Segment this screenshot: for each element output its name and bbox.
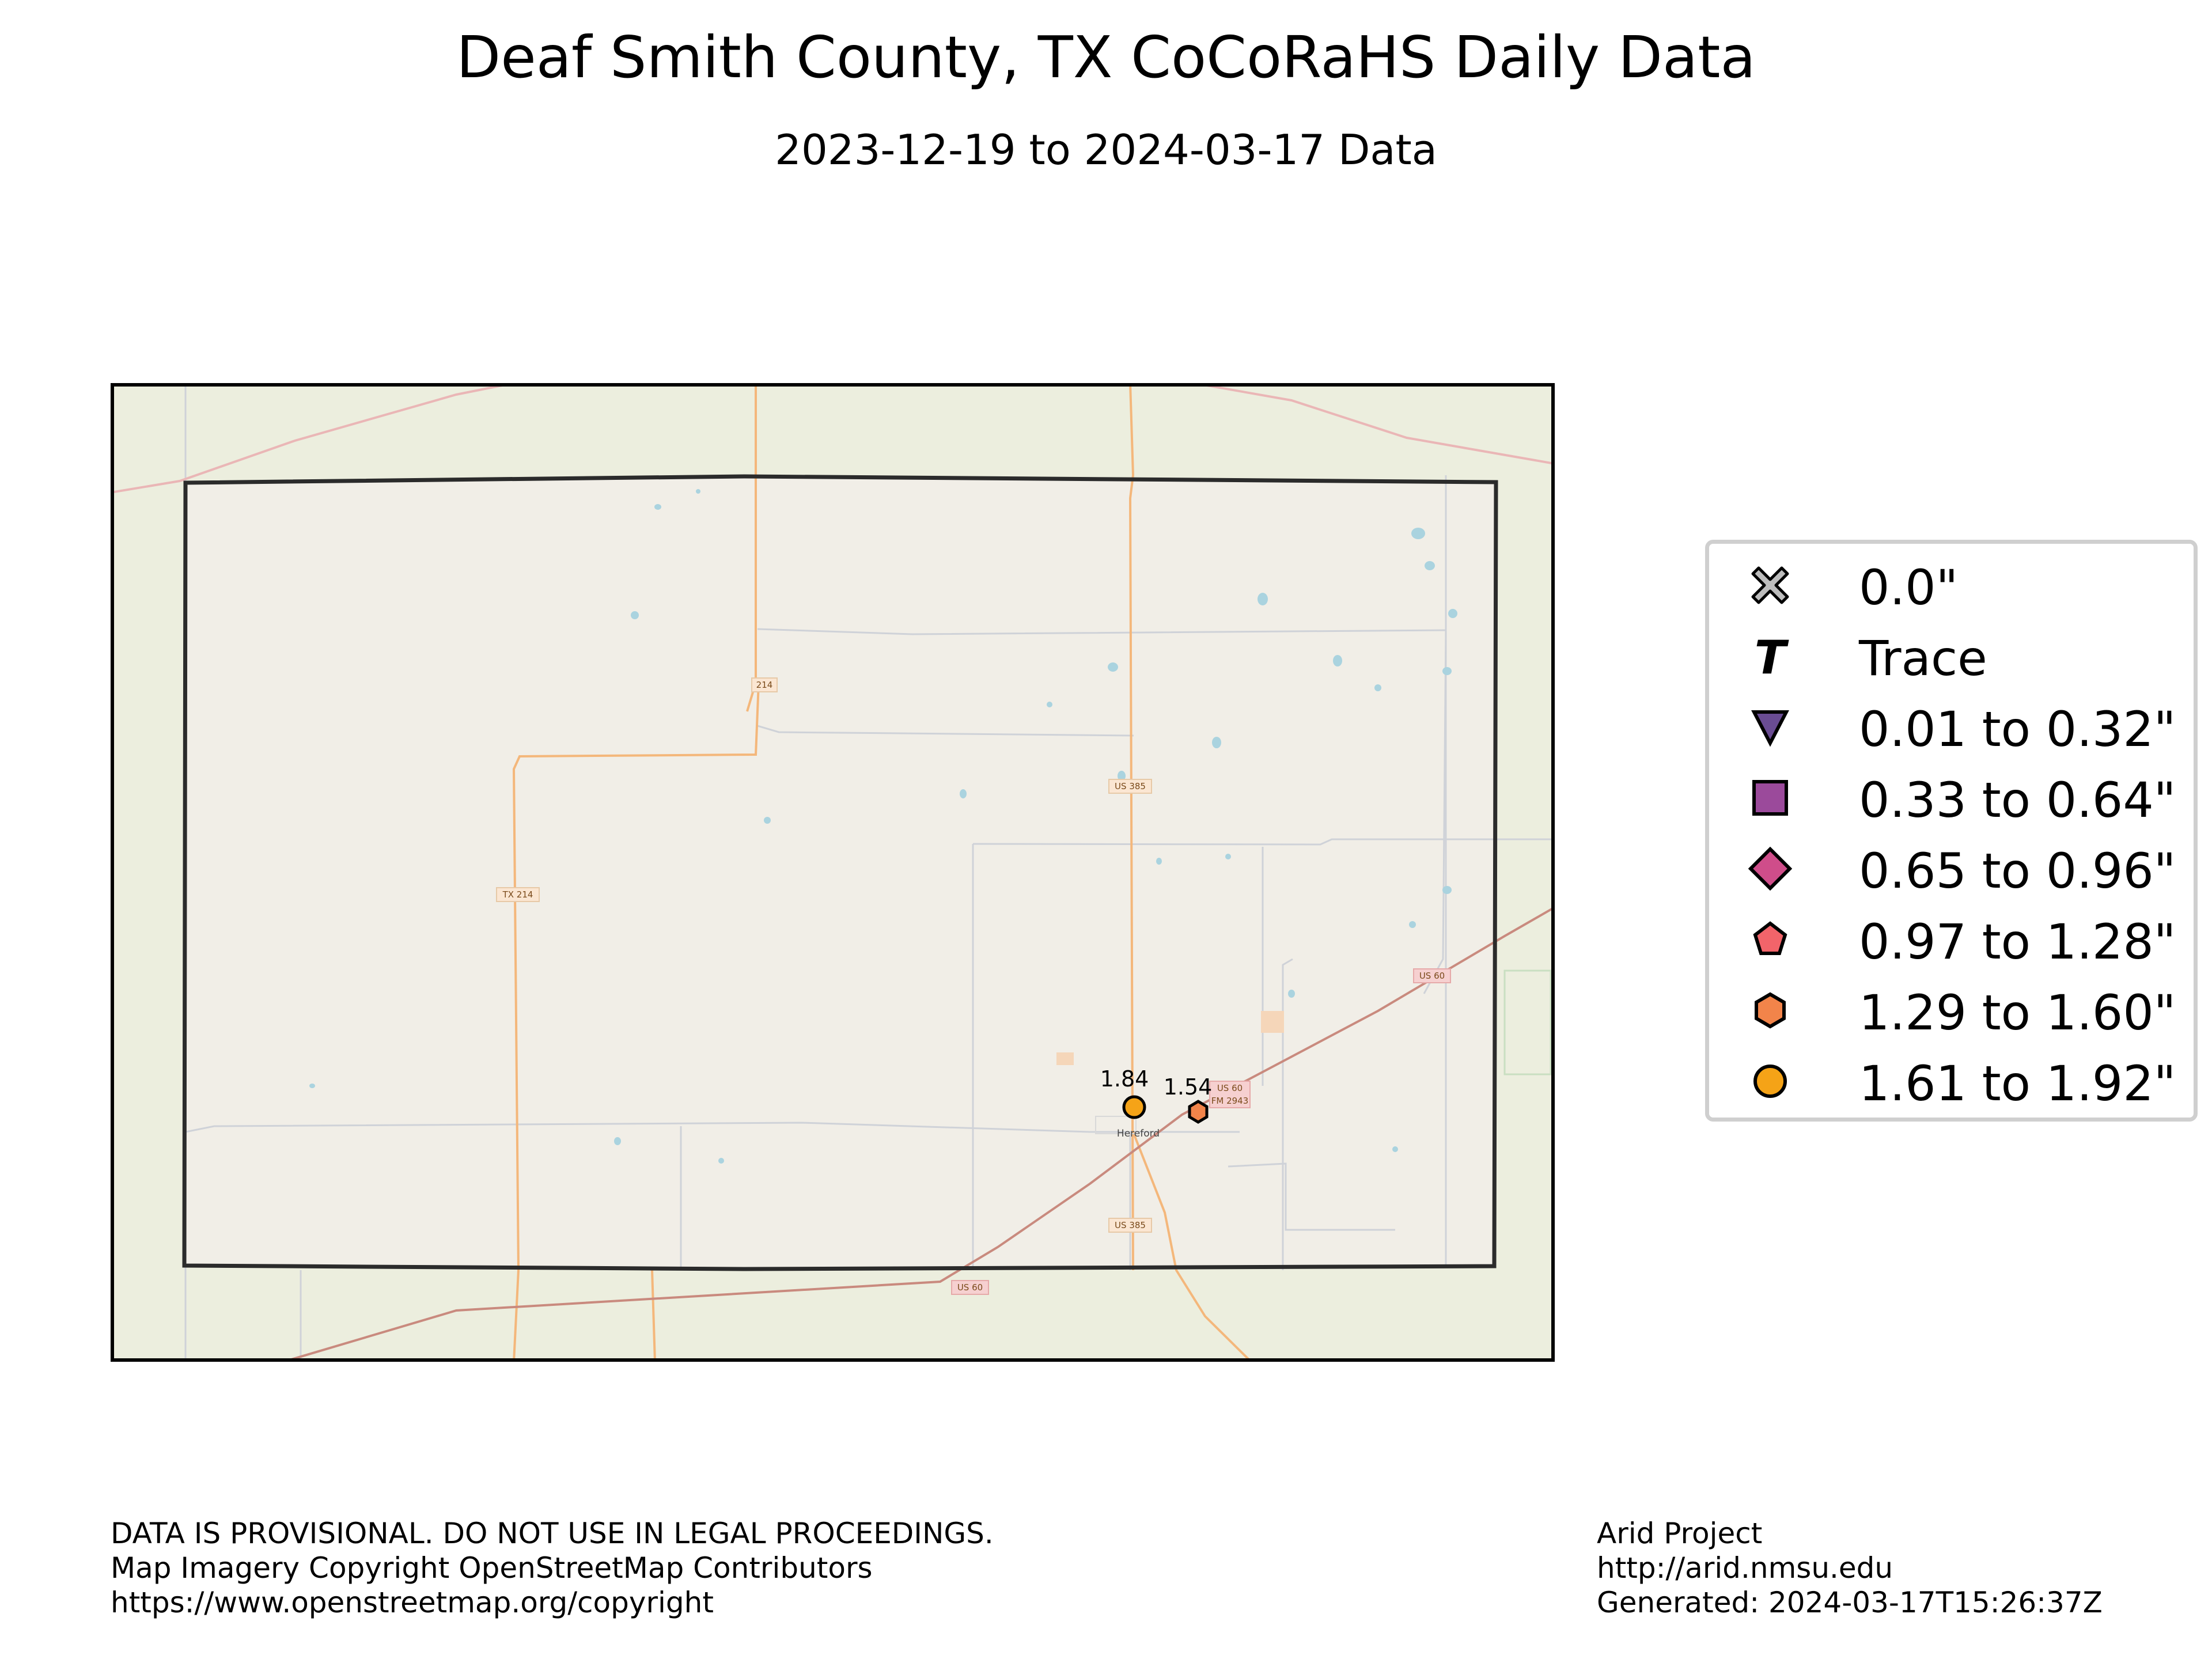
road-label-us385-south: US 385 (1115, 1220, 1146, 1230)
urban-patch-2 (1261, 1011, 1284, 1033)
legend-item-trace: T Trace (1709, 620, 2194, 691)
county-area (184, 476, 1496, 1269)
map-frame (111, 383, 1555, 1362)
legend-item-range-5: 1.29 to 1.60" (1709, 975, 2194, 1046)
circle-icon (1753, 1065, 1787, 1098)
footer-link[interactable]: http://arid.nmsu.edu (1597, 1551, 1893, 1585)
legend-item-range-2: 0.33 to 0.64" (1709, 762, 2194, 833)
footer-line: Arid Project (1597, 1517, 1763, 1550)
road-label-us385-north: US 385 (1115, 781, 1146, 791)
road-label-us60-town: US 60 (1217, 1083, 1243, 1093)
station-2[interactable]: 1.54 (1164, 1074, 1213, 1124)
footer-line: DATA IS PROVISIONAL. DO NOT USE IN LEGAL… (111, 1517, 994, 1550)
svg-text:T: T (1755, 634, 1789, 678)
triangle-down-icon (1751, 710, 1789, 747)
legend: 0.0" T Trace 0.01 to 0.32" 0.33 to 0.64"… (1705, 540, 2198, 1122)
interstate-40 (111, 383, 514, 494)
footer-credits: Arid Project http://arid.nmsu.edu Genera… (1597, 1516, 2103, 1620)
minor-roads (184, 383, 1555, 1362)
interstate-40-east (1193, 383, 1555, 465)
legend-label: 0.01 to 0.32" (1859, 701, 2176, 757)
road-labels: US 385 US 385 TX 214 214 US 60 US 60 US … (496, 677, 1451, 1295)
pentagon-icon (1753, 921, 1787, 955)
legend-item-range-4: 0.97 to 1.28" (1709, 904, 2194, 975)
road-label-us60-south: US 60 (957, 1282, 983, 1293)
station-value-label: 1.54 (1164, 1074, 1213, 1100)
station-value-label: 1.84 (1100, 1066, 1149, 1092)
wildlife-refuge (1503, 969, 1552, 1075)
road-label-214: 214 (756, 680, 773, 690)
square-icon (1752, 780, 1788, 816)
hereford-area (1095, 1116, 1137, 1134)
legend-label: 1.61 to 1.92" (1859, 1055, 2176, 1112)
station-marker-hexagon[interactable] (1188, 1100, 1209, 1124)
chart-subtitle: 2023-12-19 to 2024-03-17 Data (775, 126, 1437, 174)
place-label-hereford: Hereford (1117, 1128, 1160, 1139)
trace-t-icon: T (1755, 634, 1789, 678)
hexagon-icon (1755, 992, 1786, 1029)
state-highways (512, 383, 1252, 1362)
footer-link[interactable]: https://www.openstreetmap.org/copyright (111, 1586, 714, 1619)
diamond-icon (1748, 847, 1792, 891)
urban-patch (1056, 1052, 1074, 1065)
legend-label: 0.97 to 1.28" (1859, 914, 2176, 970)
road-label-fm2943: FM 2943 (1211, 1096, 1249, 1106)
legend-item-range-1: 0.01 to 0.32" (1709, 691, 2194, 762)
legend-item-range-3: 0.65 to 0.96" (1709, 833, 2194, 904)
legend-label: 1.29 to 1.60" (1859, 984, 2176, 1041)
station-marker-circle[interactable] (1122, 1095, 1146, 1119)
legend-label: 0.33 to 0.64" (1859, 772, 2176, 828)
footer-line: Map Imagery Copyright OpenStreetMap Cont… (111, 1551, 873, 1585)
road-label-us60-east: US 60 (1419, 971, 1445, 981)
legend-label: 0.65 to 0.96" (1859, 843, 2176, 899)
legend-item-zero: 0.0" (1709, 550, 2194, 620)
station-1[interactable]: 1.84 (1100, 1066, 1149, 1119)
county-map: US 385 US 385 TX 214 214 US 60 US 60 US … (111, 383, 1555, 1362)
legend-item-range-6: 1.61 to 1.92" (1709, 1046, 2194, 1116)
x-icon (1751, 566, 1789, 604)
footer-disclaimer: DATA IS PROVISIONAL. DO NOT USE IN LEGAL… (111, 1516, 994, 1620)
road-label-tx214: TX 214 (502, 889, 533, 900)
legend-label: 0.0" (1859, 559, 1959, 616)
county-boundary (182, 474, 1498, 1271)
legend-label: Trace (1859, 630, 1987, 687)
footer-line: Generated: 2024-03-17T15:26:37Z (1597, 1586, 2103, 1619)
chart-title: Deaf Smith County, TX CoCoRaHS Daily Dat… (456, 24, 1756, 91)
playa-lakes (309, 489, 1457, 1164)
